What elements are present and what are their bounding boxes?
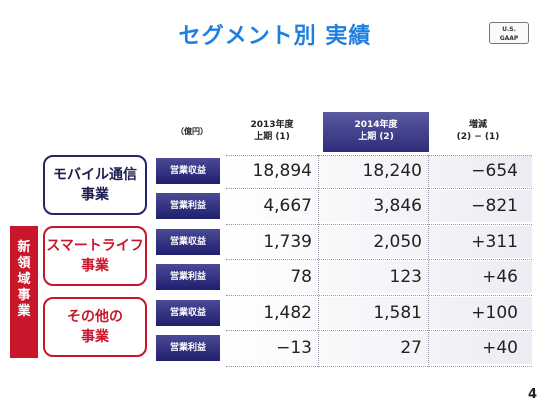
column-header-diff-line1: 増減 [468, 120, 487, 130]
row-divider [226, 366, 532, 367]
metric-label-profit: 営業利益 [156, 193, 220, 219]
column-divider [428, 155, 429, 367]
segment-other: その他の 事業 [43, 297, 147, 357]
cell-mobile-revenue-2014: 18,240 [362, 161, 422, 181]
cell-other-profit-2013: −13 [276, 338, 312, 358]
segment-name-line2: 事業 [81, 329, 109, 345]
cell-smartlife-profit-diff: +46 [482, 267, 518, 287]
segment-smartlife: スマートライフ 事業 [43, 226, 147, 286]
cell-smartlife-profit-2014: 123 [389, 267, 422, 287]
column-header-2014-line2: 上期 (2) [358, 132, 394, 142]
row-divider [226, 155, 532, 156]
column-header-diff-line2: (2) − (1) [456, 132, 500, 142]
cell-other-revenue-diff: +100 [471, 303, 518, 323]
row-divider [226, 330, 532, 331]
unit-label: （億円） [176, 127, 208, 136]
badge-line1: U.S. [502, 26, 516, 33]
cell-smartlife-revenue-2014: 2,050 [373, 232, 422, 252]
cell-mobile-profit-2014: 3,846 [373, 196, 422, 216]
row-divider [226, 295, 532, 296]
us-gaap-badge: U.S. GAAP [489, 22, 529, 44]
metric-label-profit: 営業利益 [156, 335, 220, 361]
new-domain-char: 業 [17, 304, 31, 319]
cell-other-revenue-2013: 1,482 [263, 303, 312, 323]
column-header-2013-line2: 上期 (1) [254, 132, 290, 142]
cell-smartlife-profit-2013: 78 [290, 267, 312, 287]
segment-name-line2: 事業 [81, 187, 109, 203]
new-domain-char: 事 [17, 288, 31, 303]
segment-name-line1: その他の [67, 309, 123, 325]
column-header-2014-line1: 2014年度 [354, 120, 398, 130]
column-header-2014: 2014年度 上期 (2) [323, 119, 429, 143]
cell-mobile-profit-2013: 4,667 [263, 196, 312, 216]
segment-name-line1: モバイル通信 [53, 167, 137, 183]
page-title: セグメント別 実績 [178, 24, 372, 49]
segment-name-line1: スマートライフ [46, 238, 144, 254]
cell-other-profit-diff: +40 [482, 338, 518, 358]
new-domain-char: 新 [17, 240, 31, 255]
column-header-2013: 2013年度 上期 (1) [230, 119, 314, 143]
metric-label-revenue: 営業収益 [156, 300, 220, 326]
segment-name-line2: 事業 [81, 258, 109, 274]
new-domain-char: 域 [17, 272, 31, 287]
metric-label-revenue: 営業収益 [156, 229, 220, 255]
cell-mobile-revenue-diff: −654 [471, 161, 518, 181]
column-header-diff: 増減 (2) − (1) [438, 119, 518, 143]
column-header-2014-highlight [323, 112, 429, 152]
row-divider [226, 259, 532, 260]
cell-other-revenue-2014: 1,581 [373, 303, 422, 323]
column-header-2013-line1: 2013年度 [250, 120, 294, 130]
cell-mobile-profit-diff: −821 [471, 196, 518, 216]
cell-other-profit-2014: 27 [400, 338, 422, 358]
column-divider [318, 155, 319, 367]
cell-smartlife-revenue-diff: +311 [471, 232, 518, 252]
row-background [226, 332, 532, 364]
metric-label-revenue: 営業収益 [156, 158, 220, 184]
new-domain-label: 新領域事業 [10, 226, 38, 358]
metric-label-profit: 営業利益 [156, 264, 220, 290]
row-divider [226, 188, 532, 189]
row-background [226, 155, 532, 187]
page-number: 4 [528, 387, 538, 402]
row-background [226, 261, 532, 293]
row-background [226, 226, 532, 258]
row-background [226, 297, 532, 329]
segment-mobile: モバイル通信 事業 [43, 155, 147, 215]
new-domain-char: 領 [17, 256, 31, 271]
cell-mobile-revenue-2013: 18,894 [252, 161, 312, 181]
cell-smartlife-revenue-2013: 1,739 [263, 232, 312, 252]
badge-line2: GAAP [499, 35, 519, 42]
row-background [226, 190, 532, 222]
row-divider [226, 224, 532, 225]
